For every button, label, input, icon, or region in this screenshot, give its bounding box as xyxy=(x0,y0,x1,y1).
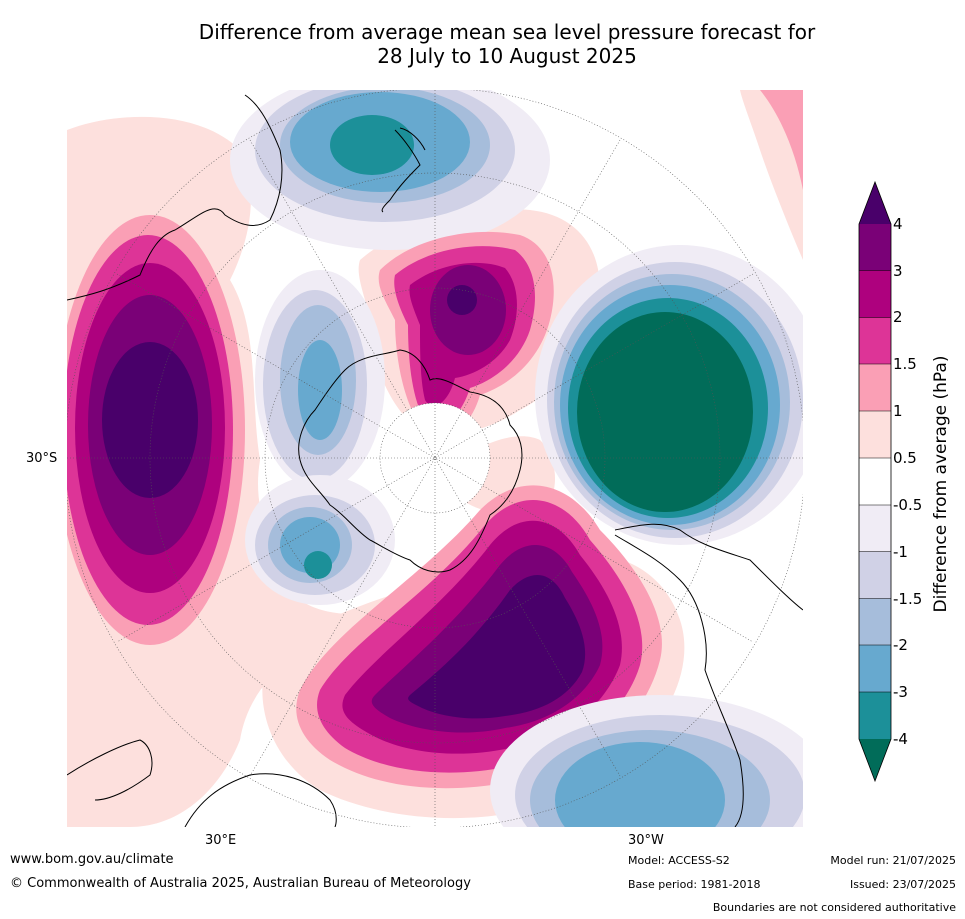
colorbar-tick: 1.5 xyxy=(893,355,917,373)
model-name: Model: ACCESS-S2 xyxy=(628,854,730,867)
title-line-2: 28 July to 10 August 2025 xyxy=(377,44,637,68)
lon-label-30w: 30°W xyxy=(628,833,664,848)
colorbar-under-arrow xyxy=(859,739,891,781)
positive-anomaly-south-pacific xyxy=(378,231,554,436)
colorbar-bin xyxy=(859,598,891,645)
lon-label-30e: 30°E xyxy=(205,833,237,848)
colorbar-tick: 0.5 xyxy=(893,449,917,467)
colorbar-tick: -1 xyxy=(893,543,908,561)
positive-anomaly-southern-ocean xyxy=(296,485,662,789)
colorbar-tick: -2 xyxy=(893,636,908,654)
colorbar-title: Difference from average (hPa) xyxy=(931,355,951,613)
polar-cap xyxy=(380,403,490,513)
colorbar-bin xyxy=(859,364,891,411)
colorbar-bin xyxy=(859,692,891,739)
lat-label-30s: 30°S xyxy=(26,451,58,466)
colorbar-tick: -3 xyxy=(893,683,908,701)
negative-anomaly-south-atlantic xyxy=(535,245,803,545)
colorbar-tick: -4 xyxy=(893,730,908,748)
new-zealand-coastline xyxy=(381,127,426,213)
colorbar-bin xyxy=(859,551,891,599)
africa-coastline xyxy=(67,739,337,827)
colorbar-tick: -0.5 xyxy=(893,496,923,514)
negative-anomaly-bottom-right xyxy=(490,695,803,827)
website-link[interactable]: www.bom.gov.au/climate xyxy=(10,852,174,867)
colorbar-bin xyxy=(859,317,891,364)
antarctica-coastline xyxy=(298,349,523,573)
title-line-1: Difference from average mean sea level p… xyxy=(198,20,816,44)
colorbar-tick: 3 xyxy=(893,262,903,280)
issued-date: Issued: 23/07/2025 xyxy=(849,878,956,891)
map-title: Difference from average mean sea level p… xyxy=(0,20,965,68)
colorbar-bin xyxy=(859,458,891,505)
model-run-date: Model run: 21/07/2025 xyxy=(830,854,956,867)
australia-coastline xyxy=(67,94,283,301)
colorbar-bin xyxy=(859,645,891,692)
colorbar-bin xyxy=(859,270,891,318)
colorbar-bin xyxy=(859,224,891,271)
colorbar-tick: 4 xyxy=(893,215,903,233)
disclaimer: Boundaries are not considered authoritat… xyxy=(712,901,956,914)
colorbar-tick: 1 xyxy=(893,402,903,420)
colorbar-tick: -1.5 xyxy=(893,590,923,608)
colorbar-over-arrow xyxy=(859,182,891,224)
colorbar xyxy=(858,180,892,783)
negative-anomaly-west-antarctica xyxy=(245,270,395,605)
south-america-coastline xyxy=(614,523,803,827)
colorbar-bin xyxy=(859,411,891,458)
colorbar-tick: 2 xyxy=(893,308,903,326)
map-field xyxy=(67,90,803,827)
colorbar-bin xyxy=(859,505,891,552)
base-period: Base period: 1981-2018 xyxy=(628,878,761,891)
positive-anomaly-indian-ocean xyxy=(67,215,245,645)
graticule xyxy=(67,90,803,827)
negative-anomaly-top xyxy=(230,90,550,250)
copyright-text: © Commonwealth of Australia 2025, Austra… xyxy=(10,876,471,891)
